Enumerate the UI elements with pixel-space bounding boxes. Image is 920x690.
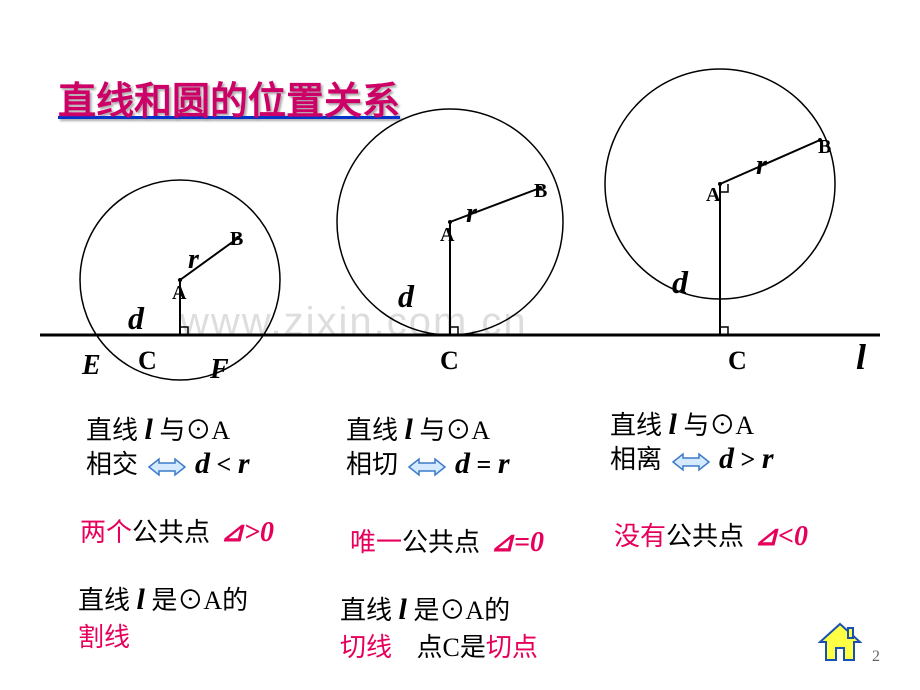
label-A3: A (706, 184, 720, 207)
rel2-line2: 相切 d = r (346, 444, 510, 481)
rel1-line2: 相交 d < r (86, 444, 250, 481)
biarrow-icon (671, 449, 711, 475)
label-E: E (82, 350, 101, 382)
points1: 两个公共点 ⊿>0 (80, 512, 274, 549)
label-r1: r (188, 244, 199, 276)
label-A1: A (172, 282, 186, 305)
label-B3: B (818, 136, 831, 159)
label-B1: B (230, 228, 243, 251)
label-F: F (210, 354, 229, 386)
tangent1: 直线 l 是⊙A的 切线 点C是切点 (340, 590, 538, 664)
label-d3: d (672, 264, 688, 301)
rel3-line2: 相离 d > r (610, 439, 774, 476)
page-number: 2 (872, 648, 880, 666)
biarrow-icon (407, 454, 447, 480)
points2: 唯一公共点 ⊿=0 (350, 522, 544, 559)
rel1-line1: 直线 l 与⊙A (86, 410, 230, 447)
label-d2: d (398, 278, 414, 315)
rel2-line1: 直线 l 与⊙A (346, 410, 490, 447)
rel3-line1: 直线 l 与⊙A (610, 405, 754, 442)
label-C2: C (440, 346, 459, 376)
home-icon[interactable] (818, 622, 862, 662)
label-l: l (856, 336, 866, 378)
label-d1: d (128, 300, 144, 337)
biarrow-icon (147, 454, 187, 480)
label-C1: C (138, 346, 157, 376)
label-r3: r (756, 150, 767, 182)
label-A2: A (440, 224, 454, 247)
points3: 没有公共点 ⊿<0 (614, 516, 808, 553)
label-r2: r (466, 198, 477, 230)
secant1: 直线 l 是⊙A的 割线 (78, 580, 248, 654)
label-B2: B (534, 180, 547, 203)
label-C3: C (728, 346, 747, 376)
